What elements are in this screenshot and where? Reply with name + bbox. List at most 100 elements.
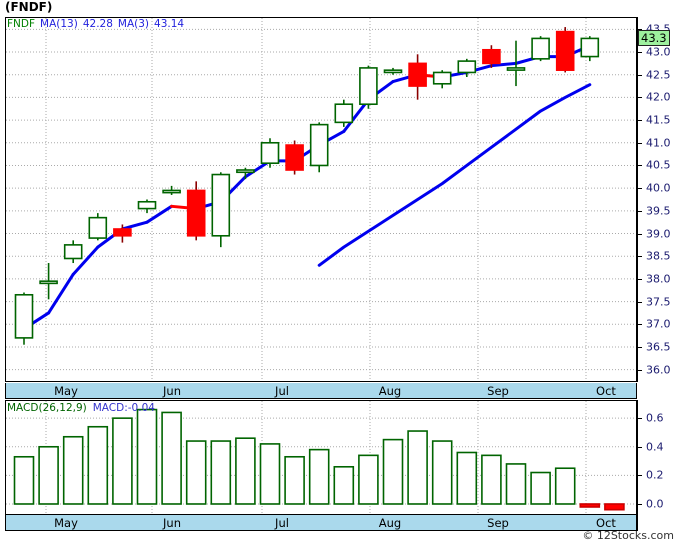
price-tick-label: 38.5 bbox=[646, 249, 671, 263]
macd-histogram-bar bbox=[456, 451, 478, 505]
price-tick-mark bbox=[637, 29, 642, 31]
price-chart-panel[interactable] bbox=[5, 17, 637, 382]
price-tick-mark bbox=[637, 301, 642, 303]
macd-histogram-bar bbox=[259, 443, 281, 505]
macd-histogram-bar bbox=[554, 467, 576, 505]
macd-tick-mark bbox=[637, 446, 642, 448]
copyright-credit: © 12Stocks.com bbox=[582, 529, 674, 542]
candlestick bbox=[506, 40, 526, 87]
macd-axis-line bbox=[637, 400, 638, 531]
macd-y-axis: 0.0 0.2 0.4 0.6 bbox=[637, 400, 680, 531]
month-band-lower: May Jun Jul Aug Sep Oct bbox=[5, 514, 637, 531]
macd-histogram-bar bbox=[407, 430, 428, 505]
price-tick-label: 41.5 bbox=[646, 113, 671, 127]
price-tick-label: 38.0 bbox=[646, 272, 671, 286]
candlestick bbox=[334, 99, 354, 127]
candlestick bbox=[137, 199, 157, 214]
candlestick bbox=[88, 213, 108, 241]
price-tick-mark bbox=[637, 346, 642, 348]
legend-ma3-label: MA(3) bbox=[117, 18, 150, 30]
month-label: Jun bbox=[163, 516, 181, 530]
price-tick-label: 37.0 bbox=[646, 317, 671, 331]
macd-histogram-bar bbox=[579, 503, 601, 508]
price-tick-mark bbox=[637, 210, 642, 212]
price-axis-line bbox=[637, 17, 638, 382]
macd-histogram-bar bbox=[62, 435, 84, 505]
month-label: Jun bbox=[163, 384, 181, 398]
price-tick-mark bbox=[637, 165, 642, 167]
macd-histogram-bar bbox=[13, 455, 35, 505]
month-label: Oct bbox=[596, 516, 616, 530]
price-tick-mark bbox=[637, 120, 642, 122]
price-tick-mark bbox=[637, 74, 642, 76]
legend-ma13-label: MA(13) bbox=[40, 18, 78, 30]
price-legend: FNDF MA(13) 42.28 MA(3) 43.14 bbox=[7, 18, 189, 30]
candlestick bbox=[260, 138, 280, 168]
macd-histogram-bar bbox=[161, 411, 182, 505]
candlestick bbox=[555, 27, 575, 73]
macd-tick-label: 0.6 bbox=[646, 411, 664, 425]
candlestick bbox=[531, 36, 550, 62]
price-tick-label: 43.0 bbox=[646, 45, 671, 59]
macd-histogram-bar bbox=[308, 448, 330, 505]
candlestick bbox=[482, 45, 501, 68]
price-tick-label: 42.0 bbox=[646, 90, 671, 104]
candlestick bbox=[113, 224, 132, 243]
macd-tick-mark bbox=[637, 503, 642, 505]
macd-tick-label: 0.2 bbox=[646, 468, 664, 482]
price-tick-mark bbox=[637, 188, 642, 190]
price-tick-label: 39.0 bbox=[646, 227, 671, 241]
price-tick-label: 42.5 bbox=[646, 68, 671, 82]
macd-tick-mark bbox=[637, 475, 642, 477]
month-label: Aug bbox=[378, 384, 402, 398]
candlestick bbox=[359, 65, 378, 109]
price-tick-mark bbox=[637, 324, 642, 326]
page-title: (FNDF) bbox=[5, 0, 53, 14]
price-tick-label: 40.5 bbox=[646, 158, 671, 172]
price-tick-label: 39.5 bbox=[646, 204, 671, 218]
price-tick-label: 41.0 bbox=[646, 136, 671, 150]
candlestick bbox=[236, 167, 255, 180]
macd-histogram-bar bbox=[235, 437, 256, 505]
month-label: Sep bbox=[487, 384, 509, 398]
month-label: Sep bbox=[487, 516, 509, 530]
macd-histogram-bar bbox=[38, 445, 59, 505]
price-tick-mark bbox=[637, 369, 642, 371]
price-tick-label: 37.5 bbox=[646, 295, 671, 309]
candlestick bbox=[580, 36, 600, 62]
macd-histogram-bar bbox=[284, 455, 305, 505]
macd-histogram-bar bbox=[530, 471, 551, 505]
candlestick bbox=[63, 240, 83, 264]
price-tick-label: 40.0 bbox=[646, 181, 671, 195]
candlestick bbox=[186, 181, 206, 241]
macd-tick-label: 0.0 bbox=[646, 497, 664, 511]
month-label: Oct bbox=[596, 384, 616, 398]
price-tick-mark bbox=[637, 52, 642, 54]
month-label: Jul bbox=[275, 516, 289, 530]
window-title-bar: (FNDF) bbox=[0, 0, 680, 16]
macd-chart-panel[interactable] bbox=[5, 400, 637, 514]
month-label: May bbox=[54, 384, 78, 398]
legend-symbol: FNDF bbox=[7, 18, 36, 30]
candlestick bbox=[285, 140, 304, 175]
current-price-tag: 43.3 bbox=[638, 30, 670, 47]
price-tick-mark bbox=[637, 142, 642, 144]
candlestick bbox=[432, 70, 452, 89]
month-label: Aug bbox=[378, 516, 402, 530]
price-chart-canvas bbox=[6, 18, 636, 381]
candlestick bbox=[162, 185, 181, 195]
macd-histogram-bar bbox=[505, 463, 527, 505]
price-tick-label: 36.5 bbox=[646, 340, 671, 354]
macd-histogram-bar bbox=[481, 454, 502, 505]
price-tick-mark bbox=[637, 97, 642, 99]
candlestick bbox=[309, 122, 329, 173]
macd-histogram-bar bbox=[112, 417, 133, 505]
macd-histogram-bar bbox=[87, 425, 109, 505]
month-label: May bbox=[54, 516, 78, 530]
macd-histogram-bar bbox=[185, 440, 207, 505]
candlestick bbox=[408, 54, 427, 100]
candlestick bbox=[457, 58, 477, 77]
month-label: Jul bbox=[275, 384, 289, 398]
macd-indicator-label: MACD(26,12,9) bbox=[7, 402, 87, 414]
